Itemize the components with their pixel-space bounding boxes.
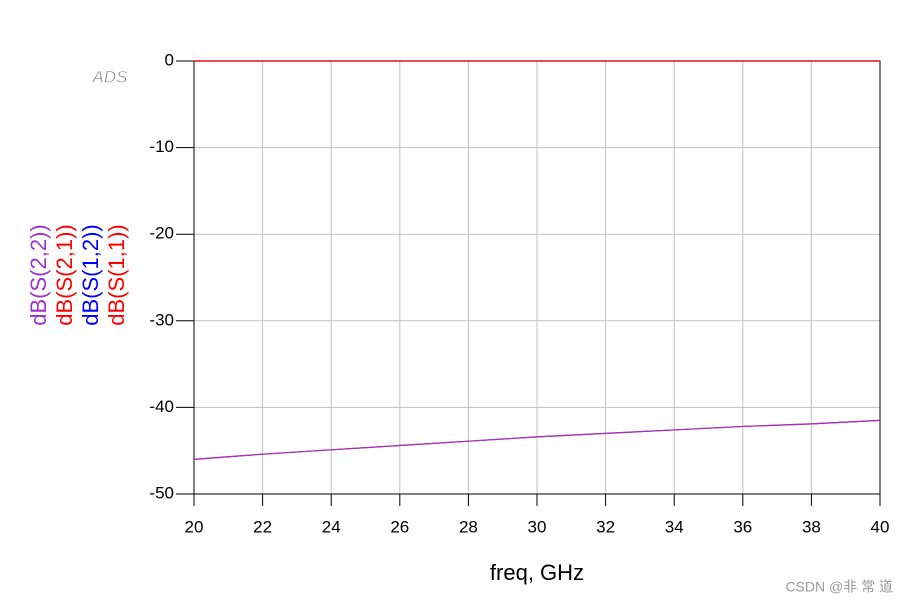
x-tick-label: 36	[733, 517, 752, 536]
x-tick-label: 40	[871, 517, 890, 536]
y-tick-label: -40	[149, 397, 174, 416]
legend-label: dB(S(1,1))	[104, 224, 129, 325]
y-tick-label: -20	[149, 224, 174, 243]
legend-label: dB(S(1,2))	[78, 224, 103, 325]
series-line	[193, 419, 881, 460]
y-tick-label: -30	[149, 310, 174, 329]
x-axis-label: freq, GHz	[490, 560, 584, 585]
watermark: CSDN @非 常 道	[785, 579, 893, 595]
legend-label: dB(S(2,2))	[26, 224, 51, 325]
x-tick-label: 38	[802, 517, 821, 536]
x-tick-label: 22	[253, 517, 272, 536]
x-tick-label: 20	[185, 517, 204, 536]
y-tick-label: 0	[165, 50, 174, 69]
x-tick-label: 26	[390, 517, 409, 536]
y-tick-label: -10	[149, 137, 174, 156]
x-tick-label: 28	[459, 517, 478, 536]
x-tick-label: 32	[596, 517, 615, 536]
y-tick-label: -50	[149, 483, 174, 502]
x-tick-label: 34	[665, 517, 684, 536]
x-tick-label: 30	[528, 517, 547, 536]
legend-label: dB(S(2,1))	[52, 224, 77, 325]
x-tick-label: 24	[322, 517, 341, 536]
ads-label: ADS	[92, 67, 129, 86]
